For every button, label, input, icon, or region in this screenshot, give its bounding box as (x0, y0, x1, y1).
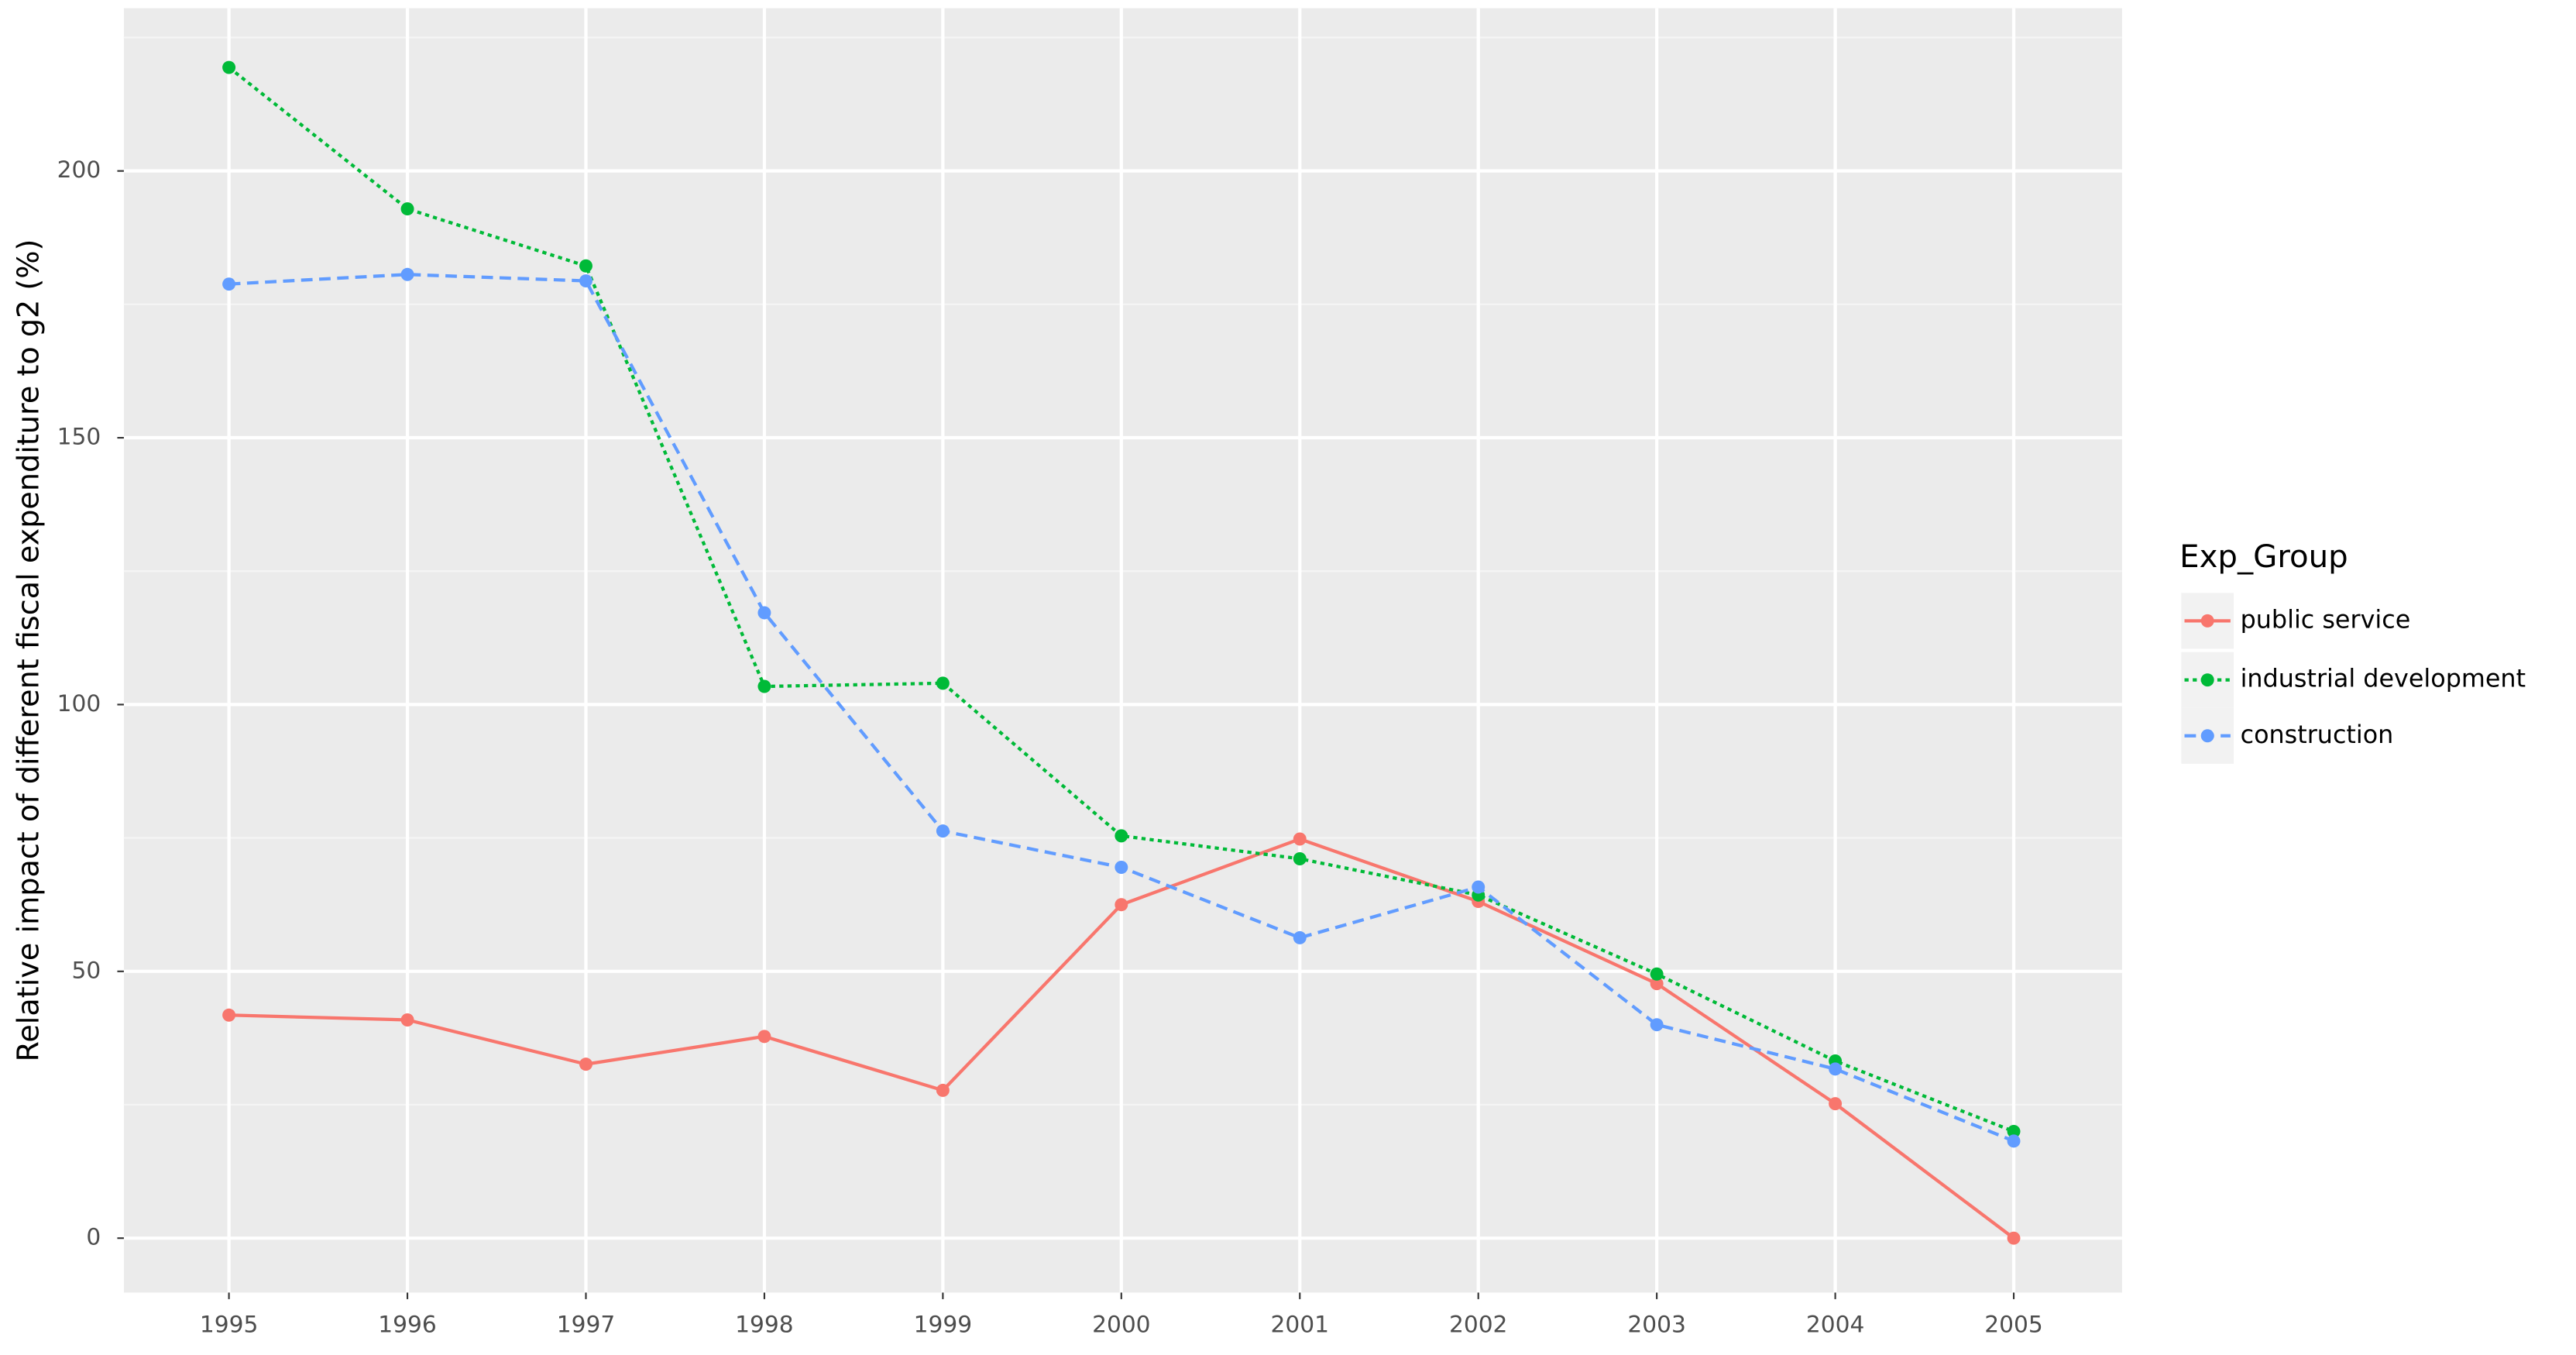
legend-point (2200, 729, 2214, 743)
legend-point (2200, 614, 2214, 628)
data-point (222, 277, 236, 291)
data-point (400, 202, 414, 216)
x-tick-label: 1997 (557, 1310, 615, 1337)
data-point (1293, 832, 1307, 846)
data-point (1115, 898, 1128, 912)
x-tick-label: 1995 (200, 1310, 258, 1337)
plot-area (222, 60, 2021, 1245)
data-point (1650, 967, 1664, 981)
x-tick-label: 2005 (1984, 1310, 2042, 1337)
data-point (1650, 1018, 1664, 1032)
legend-title: Exp_Group (2179, 539, 2348, 575)
x-tick-label: 2003 (1627, 1310, 1685, 1337)
series-line (228, 66, 2014, 1133)
y-tick-label: 150 (57, 423, 101, 450)
y-tick-label: 50 (71, 956, 101, 983)
data-point (2007, 1134, 2021, 1148)
data-point (579, 259, 592, 273)
data-point (757, 1030, 771, 1044)
y-tick-label: 100 (57, 690, 101, 717)
data-point (936, 676, 950, 690)
data-point (222, 1008, 236, 1022)
y-tick-label: 0 (86, 1223, 101, 1250)
y-axis-title: Relative impact of different fiscal expe… (12, 239, 46, 1062)
data-point (1293, 851, 1307, 865)
data-point (1650, 977, 1664, 991)
data-point (579, 1058, 592, 1071)
y-tick-label: 200 (57, 156, 101, 183)
data-point (222, 60, 236, 74)
data-point (1829, 1062, 1843, 1076)
data-point (936, 1083, 950, 1097)
x-tick-label: 2002 (1449, 1310, 1507, 1337)
x-tick-label: 2001 (1271, 1310, 1329, 1337)
data-point (1472, 880, 1485, 894)
grid: 0 50 100 150 200 1995 1996 1997 1998 1999 2000 2001… (57, 8, 2122, 1337)
legend-label: industrial development (2241, 665, 2526, 693)
data-point (1293, 930, 1307, 944)
x-tick-label: 1996 (378, 1310, 436, 1337)
legend: public service industrial development cons… (2181, 593, 2526, 764)
data-point (1115, 861, 1128, 874)
data-point (2007, 1124, 2021, 1138)
data-point (757, 679, 771, 693)
legend-label: construction (2241, 720, 2394, 749)
data-point (1829, 1097, 1843, 1111)
data-point (1115, 829, 1128, 843)
x-tick-label: 2004 (1806, 1310, 1864, 1337)
data-point (400, 1013, 414, 1027)
legend-point (2200, 673, 2214, 687)
x-tick-label: 2000 (1092, 1310, 1150, 1337)
x-tick-label: 1998 (735, 1310, 793, 1337)
x-tick-label: 1999 (914, 1310, 972, 1337)
data-point (757, 606, 771, 620)
data-point (2007, 1231, 2021, 1245)
legend-label: public service (2241, 605, 2411, 634)
data-point (936, 824, 950, 838)
data-point (400, 267, 414, 281)
data-point (579, 274, 592, 288)
